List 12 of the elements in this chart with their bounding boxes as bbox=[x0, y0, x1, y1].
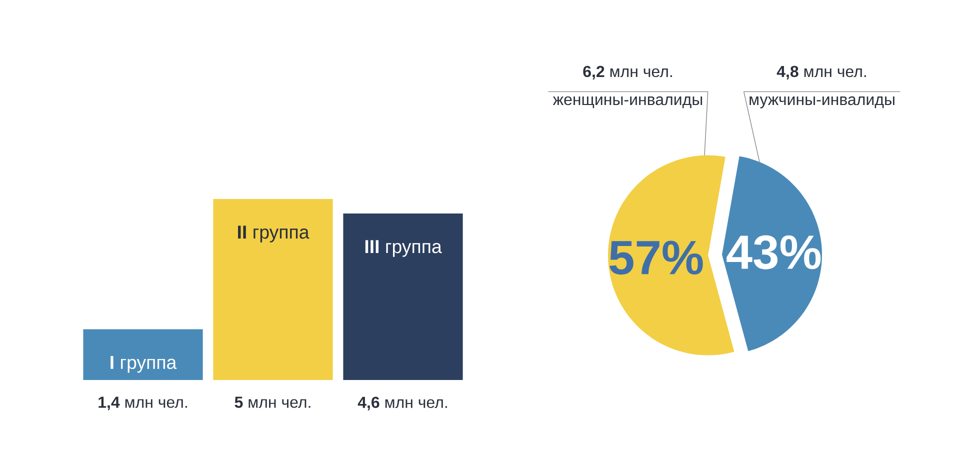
x-tick-label: I группа bbox=[110, 356, 177, 373]
text: 6,2 млн чел. bbox=[583, 66, 672, 80]
data-label: 4,6 млн чел. bbox=[358, 396, 447, 410]
x-tick-label: III группа bbox=[365, 240, 442, 257]
x-tick-label: II группа bbox=[238, 226, 310, 242]
slice-label: женщины-инвалиды bbox=[552, 96, 702, 108]
data-label: 43% bbox=[726, 235, 821, 270]
slice-label: мужчины-инвалиды bbox=[750, 96, 894, 108]
data-label: 1,4 млн чел. bbox=[98, 396, 187, 410]
text: 4,8 млн чел. bbox=[776, 66, 866, 80]
data-label: 57% bbox=[610, 240, 703, 275]
data-label: 5 млн чел. bbox=[234, 396, 310, 408]
